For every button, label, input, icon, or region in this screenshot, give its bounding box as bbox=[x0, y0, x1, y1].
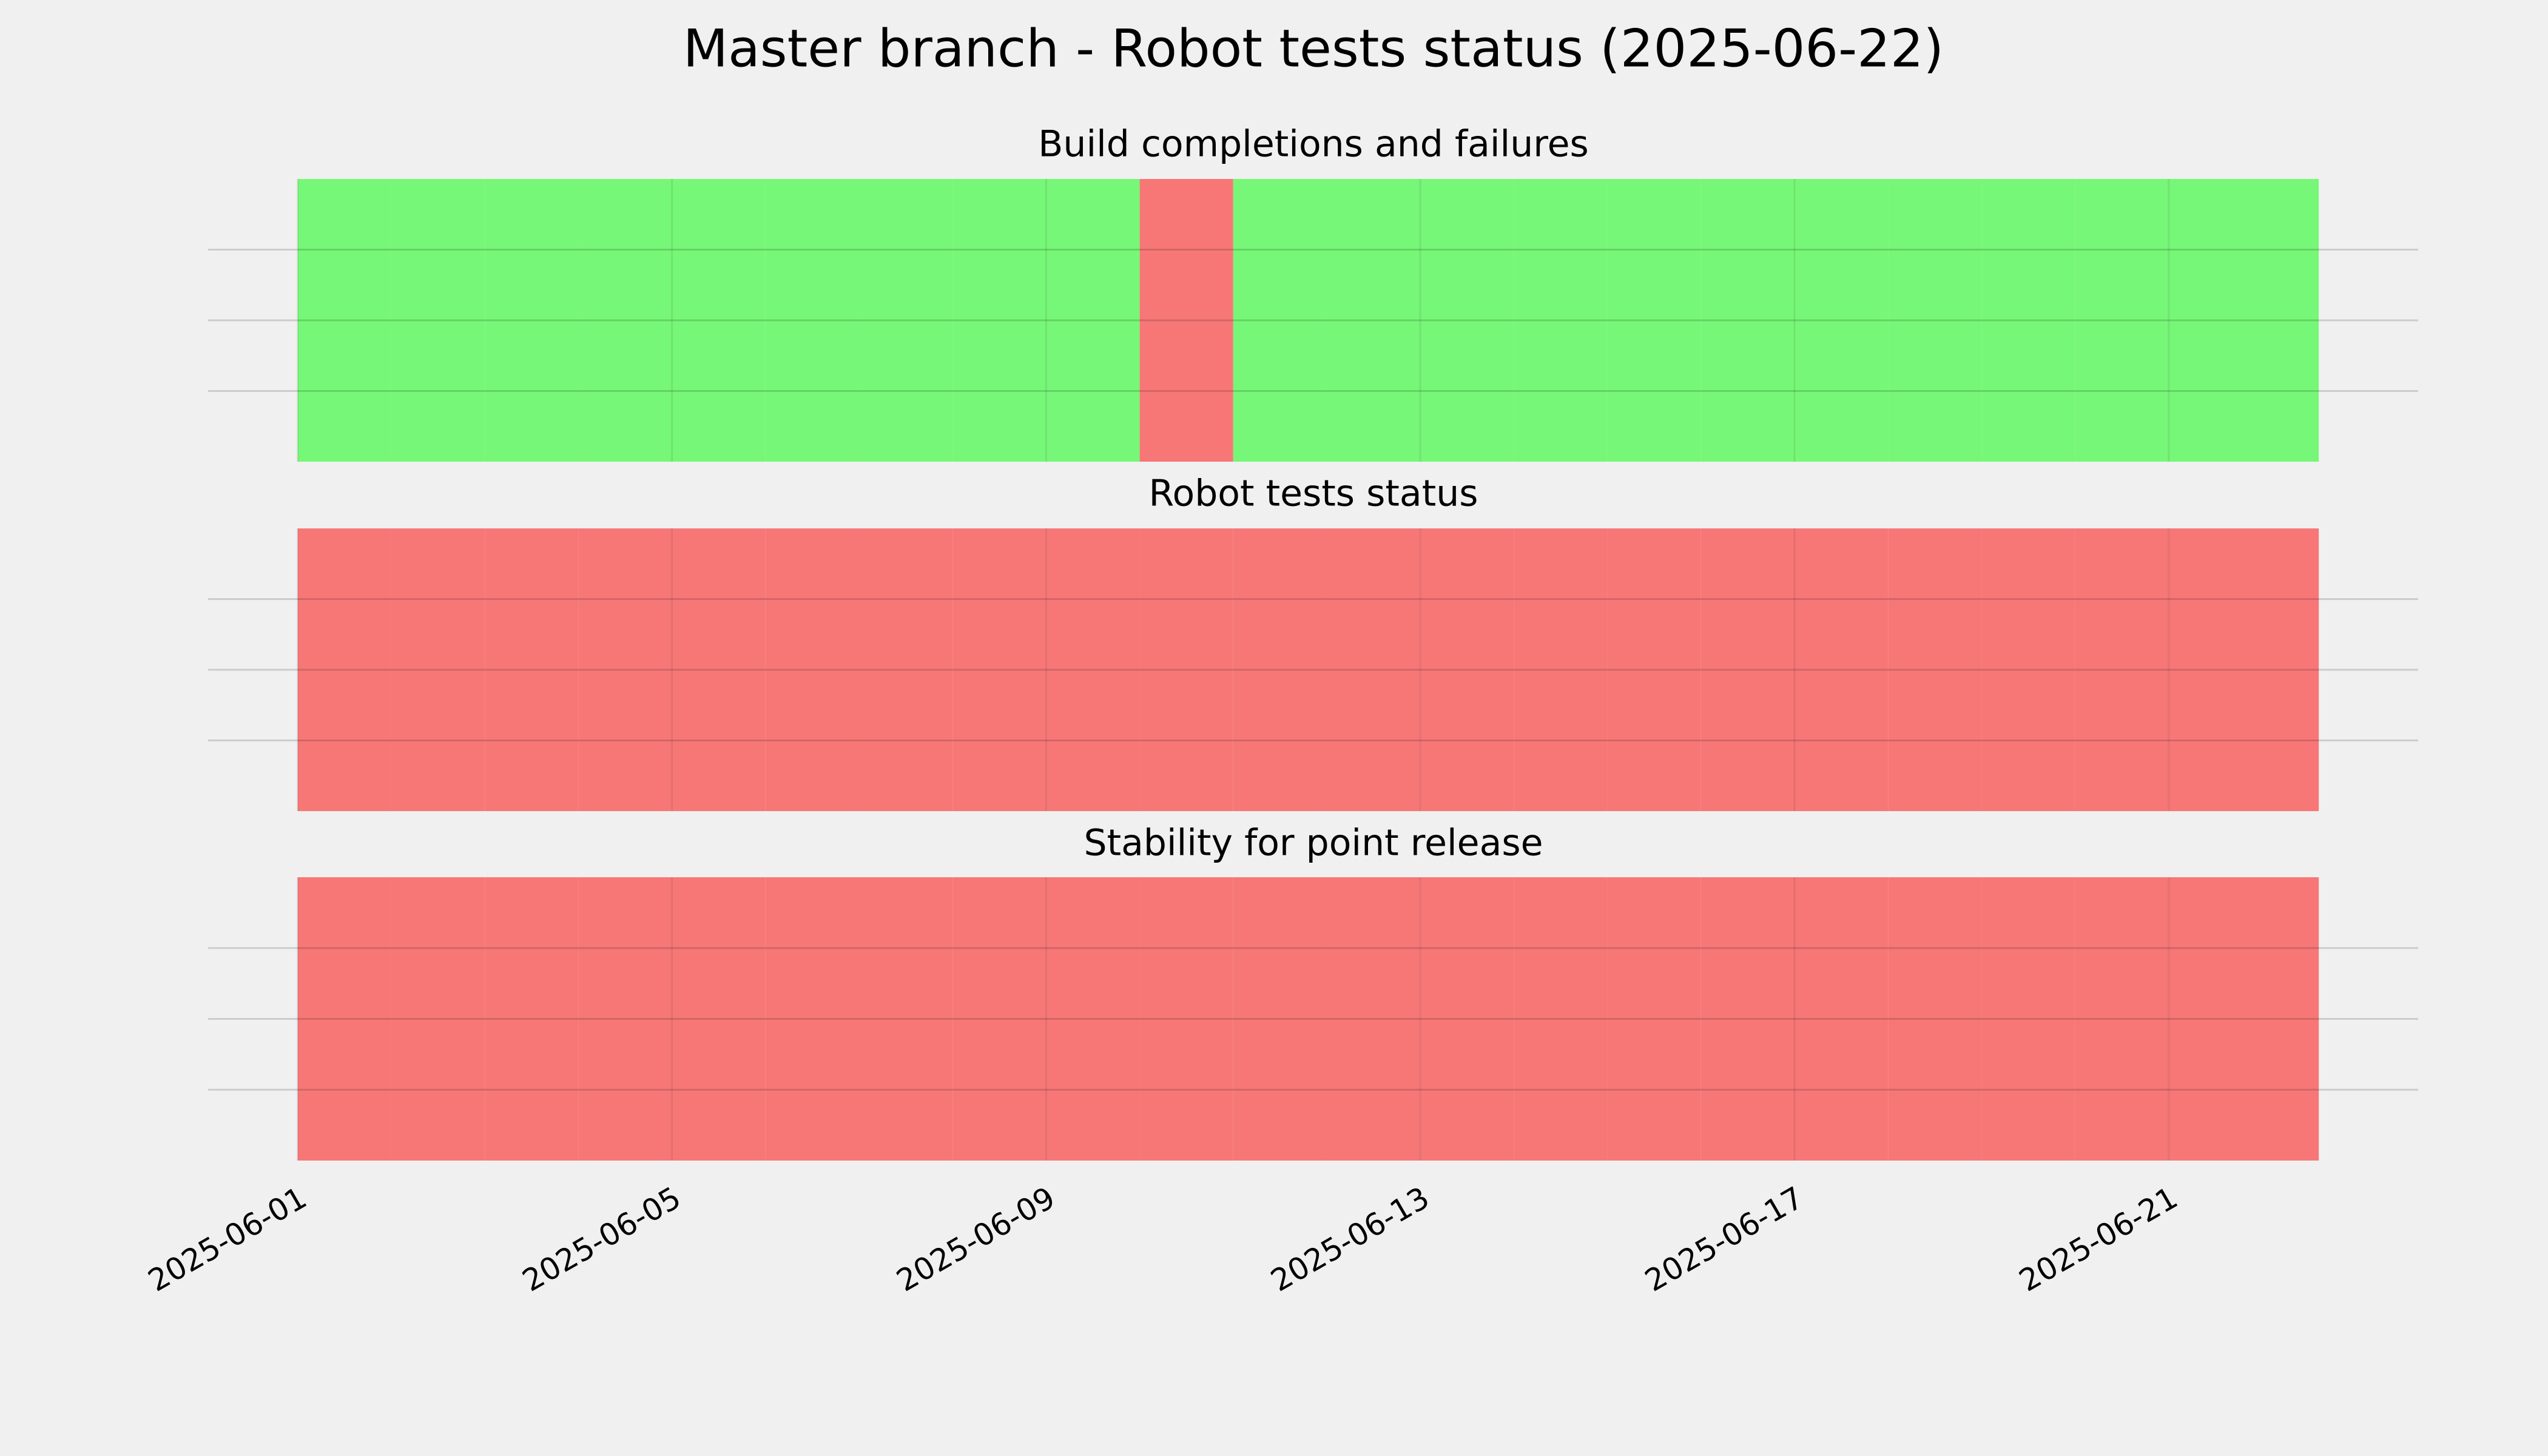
status-band bbox=[1046, 179, 1140, 462]
status-band bbox=[297, 179, 391, 462]
status-band bbox=[1888, 528, 1982, 811]
status-band bbox=[1326, 877, 1421, 1161]
status-band bbox=[1420, 528, 1514, 811]
status-band bbox=[1514, 528, 1608, 811]
status-band bbox=[858, 877, 953, 1161]
status-band bbox=[1981, 528, 2075, 811]
status-band bbox=[1233, 528, 1327, 811]
status-band bbox=[765, 528, 859, 811]
status-band bbox=[1794, 877, 1889, 1161]
status-band bbox=[1981, 179, 2075, 462]
status-band bbox=[2262, 179, 2319, 462]
status-band bbox=[1046, 528, 1140, 811]
status-band bbox=[1326, 528, 1421, 811]
status-band bbox=[1326, 179, 1421, 462]
status-band bbox=[1794, 179, 1889, 462]
status-band bbox=[2168, 179, 2262, 462]
status-band bbox=[858, 528, 953, 811]
status-band bbox=[1046, 877, 1140, 1161]
status-band bbox=[391, 528, 485, 811]
status-band bbox=[578, 179, 672, 462]
status-band bbox=[2168, 528, 2262, 811]
status-band bbox=[1700, 877, 1795, 1161]
status-band bbox=[765, 877, 859, 1161]
panel-title: Robot tests status bbox=[1148, 473, 1478, 515]
status-band bbox=[1888, 179, 1982, 462]
status-band bbox=[1607, 179, 1701, 462]
status-band bbox=[1420, 877, 1514, 1161]
status-band bbox=[1420, 179, 1514, 462]
status-band bbox=[391, 877, 485, 1161]
status-band bbox=[1233, 877, 1327, 1161]
status-band bbox=[2168, 877, 2262, 1161]
status-band bbox=[485, 877, 579, 1161]
panel-title: Stability for point release bbox=[1084, 822, 1543, 864]
status-band bbox=[1700, 528, 1795, 811]
status-band bbox=[1233, 179, 1327, 462]
status-band bbox=[672, 528, 766, 811]
status-band bbox=[1888, 877, 1982, 1161]
status-band bbox=[765, 179, 859, 462]
status-band bbox=[1139, 877, 1233, 1161]
status-band bbox=[485, 179, 579, 462]
status-band bbox=[2075, 877, 2169, 1161]
status-band bbox=[578, 528, 672, 811]
status-band bbox=[1607, 877, 1701, 1161]
status-band bbox=[1607, 528, 1701, 811]
status-band bbox=[297, 528, 391, 811]
status-band bbox=[391, 179, 485, 462]
status-band bbox=[672, 877, 766, 1161]
status-band bbox=[2262, 528, 2319, 811]
status-band bbox=[1981, 877, 2075, 1161]
status-band bbox=[2075, 528, 2169, 811]
status-band bbox=[578, 877, 672, 1161]
status-band bbox=[1794, 528, 1889, 811]
status-band bbox=[485, 528, 579, 811]
status-band bbox=[2262, 877, 2319, 1161]
status-band bbox=[1139, 528, 1233, 811]
status-band bbox=[952, 179, 1046, 462]
status-band bbox=[297, 877, 391, 1161]
status-band bbox=[1700, 179, 1795, 462]
status-band bbox=[952, 877, 1046, 1161]
status-band bbox=[672, 179, 766, 462]
status-band bbox=[1514, 877, 1608, 1161]
status-band bbox=[952, 528, 1046, 811]
status-band bbox=[2075, 179, 2169, 462]
panel-title: Build completions and failures bbox=[1038, 123, 1589, 166]
status-band bbox=[858, 179, 953, 462]
status-band bbox=[1514, 179, 1608, 462]
chart-title: Master branch - Robot tests status (2025… bbox=[683, 18, 1944, 79]
status-band bbox=[1139, 179, 1233, 462]
